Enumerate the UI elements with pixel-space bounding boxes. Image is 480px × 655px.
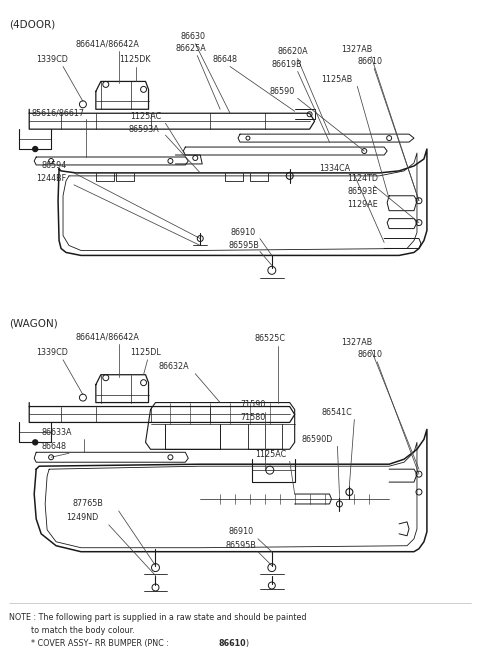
Text: 1124TD: 1124TD <box>348 174 378 183</box>
Circle shape <box>33 440 37 445</box>
Text: 1125DK: 1125DK <box>119 55 150 64</box>
Text: 85616/86617: 85616/86617 <box>31 109 84 118</box>
Text: (WAGON): (WAGON) <box>9 318 58 328</box>
Text: 86619B: 86619B <box>272 60 302 69</box>
Text: 1125AB: 1125AB <box>322 75 353 84</box>
Text: 86625A: 86625A <box>175 44 206 53</box>
Text: 86525C: 86525C <box>255 335 286 343</box>
Text: 86620A: 86620A <box>278 47 309 56</box>
Text: (4DOOR): (4DOOR) <box>9 20 56 29</box>
Text: 1327AB: 1327AB <box>341 339 372 347</box>
Text: 1249ND: 1249ND <box>66 514 98 523</box>
Text: 86632A: 86632A <box>158 362 189 371</box>
Text: 1125AC: 1125AC <box>131 112 162 121</box>
Text: ): ) <box>245 639 248 648</box>
Text: to match the body colour.: to match the body colour. <box>31 626 135 635</box>
Text: 86594: 86594 <box>41 161 66 170</box>
Text: NOTE : The following part is supplied in a raw state and should be painted: NOTE : The following part is supplied in… <box>9 613 307 622</box>
Text: 86593E: 86593E <box>348 187 378 196</box>
Text: 1125AC: 1125AC <box>255 450 286 458</box>
Text: 86590D: 86590D <box>301 435 333 444</box>
Text: 86595B: 86595B <box>225 541 256 550</box>
Text: 86610: 86610 <box>218 639 246 648</box>
Text: 86910: 86910 <box>230 228 255 237</box>
Text: * COVER ASSY– RR BUMPER (PNC :: * COVER ASSY– RR BUMPER (PNC : <box>21 639 172 648</box>
Text: 86641A/86642A: 86641A/86642A <box>76 333 140 341</box>
Text: 87765B: 87765B <box>73 500 104 508</box>
Text: 1339CD: 1339CD <box>36 55 68 64</box>
Text: 86633A: 86633A <box>41 428 72 437</box>
Circle shape <box>33 147 37 151</box>
Text: 86648: 86648 <box>212 55 237 64</box>
Text: 1129AE: 1129AE <box>348 200 378 209</box>
Text: 86541C: 86541C <box>322 408 352 417</box>
Text: 1339CD: 1339CD <box>36 348 68 358</box>
Text: 71590: 71590 <box>240 400 265 409</box>
Text: 86595B: 86595B <box>228 241 259 250</box>
Text: 86630: 86630 <box>180 32 205 41</box>
Text: 86910: 86910 <box>228 527 253 536</box>
Text: 1244BF: 1244BF <box>36 174 66 183</box>
Text: 86648: 86648 <box>41 442 66 451</box>
Text: 86593A: 86593A <box>129 124 159 134</box>
Text: 1334CA: 1334CA <box>320 164 351 174</box>
Text: 86641A/86642A: 86641A/86642A <box>76 39 140 48</box>
Text: 86610: 86610 <box>357 57 382 66</box>
Text: 1327AB: 1327AB <box>341 45 372 54</box>
Text: 71580: 71580 <box>240 413 265 422</box>
Text: 86590: 86590 <box>270 87 295 96</box>
Text: 1125DL: 1125DL <box>131 348 161 358</box>
Text: 86610: 86610 <box>357 350 382 360</box>
